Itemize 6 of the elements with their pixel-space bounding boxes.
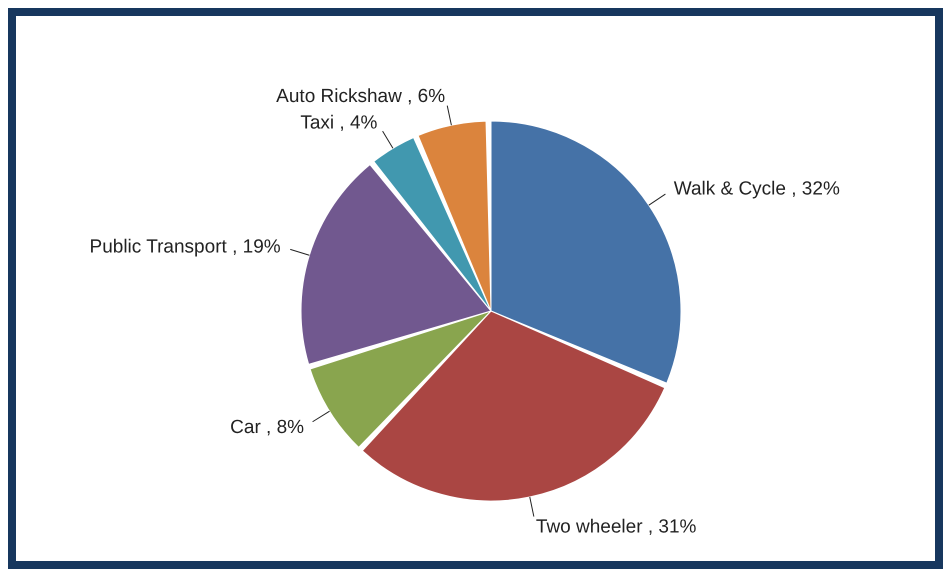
slice-label: Car , 8% [230,417,304,438]
slice-label: Two wheeler , 31% [536,516,697,538]
slice-label: Walk & Cycle , 32% [674,178,840,200]
slice-label: Taxi , 4% [300,112,378,134]
slice-label: Auto Rickshaw , 6% [276,86,446,107]
slice-label: Public Transport , 19% [90,236,281,258]
